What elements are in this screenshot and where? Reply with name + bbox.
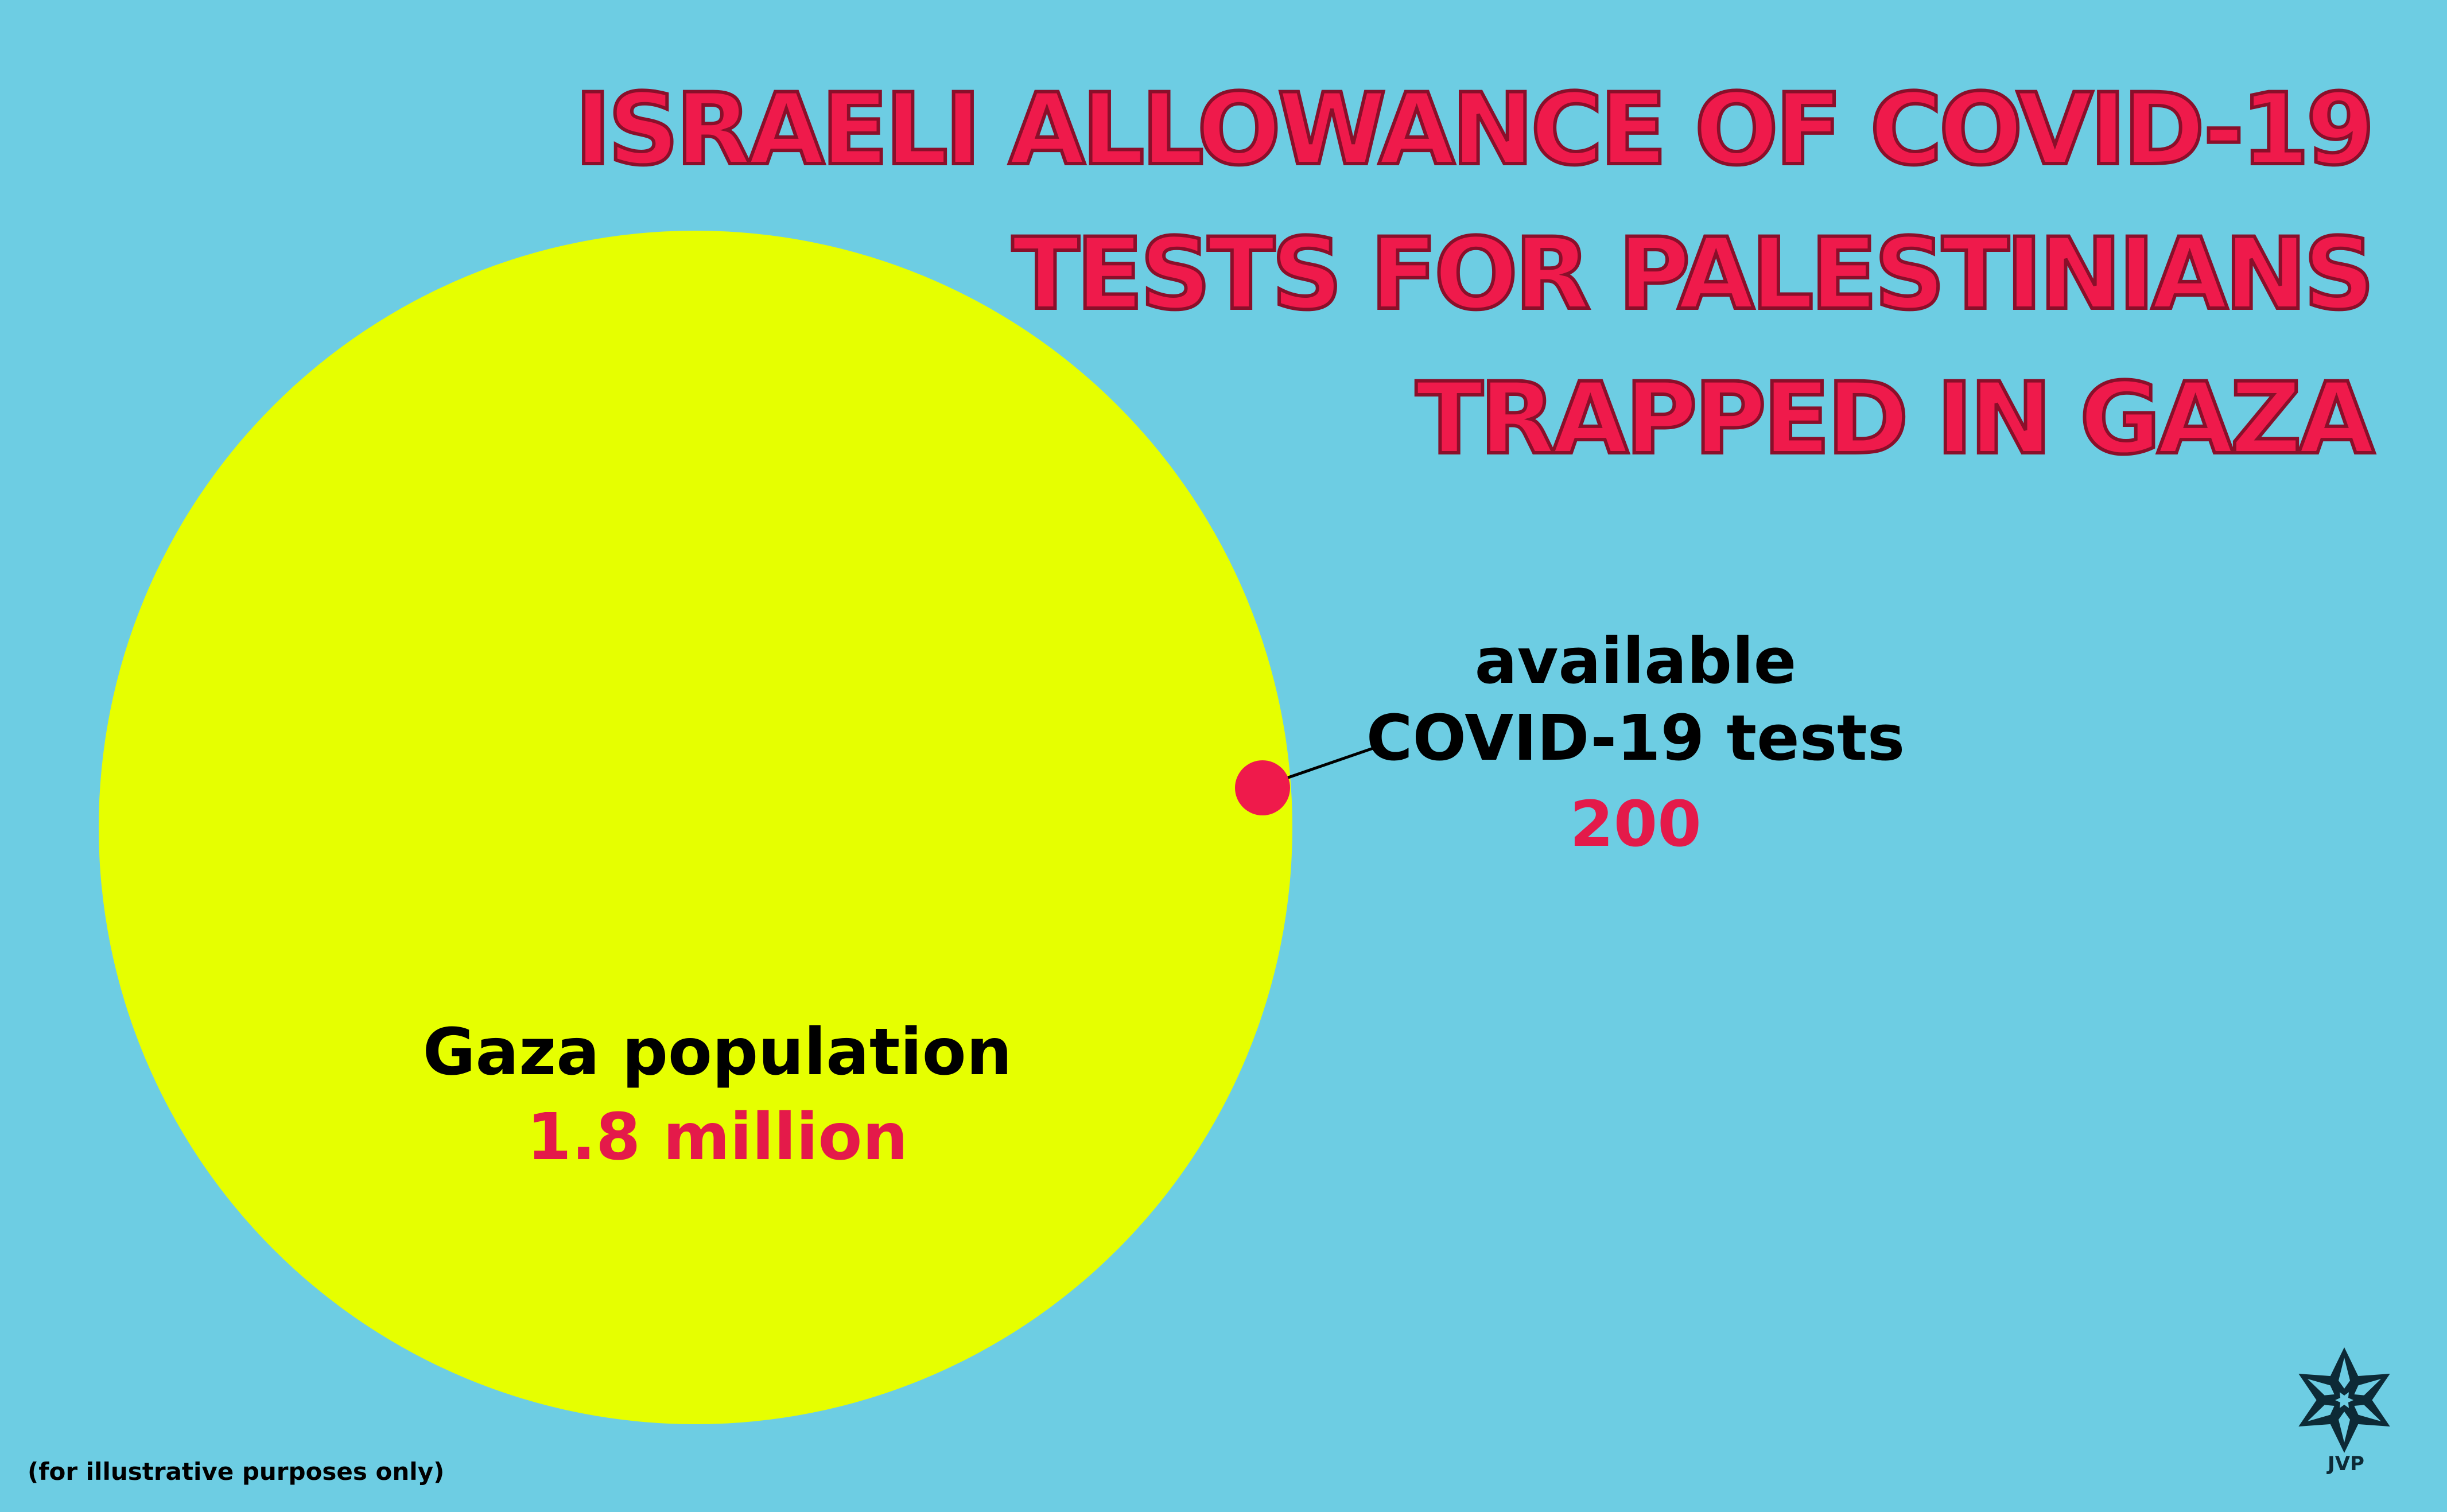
logo-petal-vein	[2307, 1405, 2335, 1421]
tests-label-line-1: available	[1474, 624, 1797, 698]
population-value: 1.8 million	[526, 1100, 908, 1175]
footnote: (for illustrative purposes only)	[28, 1457, 445, 1486]
jvp-star-icon: JVP	[2298, 1347, 2390, 1475]
logo-petal-vein	[2339, 1358, 2350, 1389]
title-line-3: TRAPPED IN GAZA	[1414, 359, 2376, 478]
population-label-text: Gaza population	[422, 1015, 1012, 1090]
tests-value: 200	[1570, 787, 1702, 861]
tests-label-line-2: COVID-19 tests	[1366, 701, 1905, 775]
tests-label: available COVID-19 tests 200	[1320, 623, 1951, 862]
logo-petal-vein	[2354, 1405, 2382, 1421]
population-label: Gaza population 1.8 million	[373, 1010, 1062, 1180]
population-circle	[99, 231, 1292, 1424]
title-line-2: TESTS FOR PALESTINIANS	[1011, 215, 2376, 333]
logo-petal-vein	[2339, 1412, 2350, 1443]
tests-dot	[1235, 760, 1290, 815]
title-line-1: ISRAELI ALLOWANCE OF COVID-19	[573, 70, 2376, 189]
logo-petal-vein	[2307, 1379, 2335, 1396]
logo-text: JVP	[2326, 1452, 2364, 1475]
logo-star	[2298, 1347, 2390, 1453]
logo-petal-vein	[2354, 1379, 2382, 1396]
chart-title: ISRAELI ALLOWANCE OF COVID-19 TESTS FOR …	[420, 57, 2376, 491]
